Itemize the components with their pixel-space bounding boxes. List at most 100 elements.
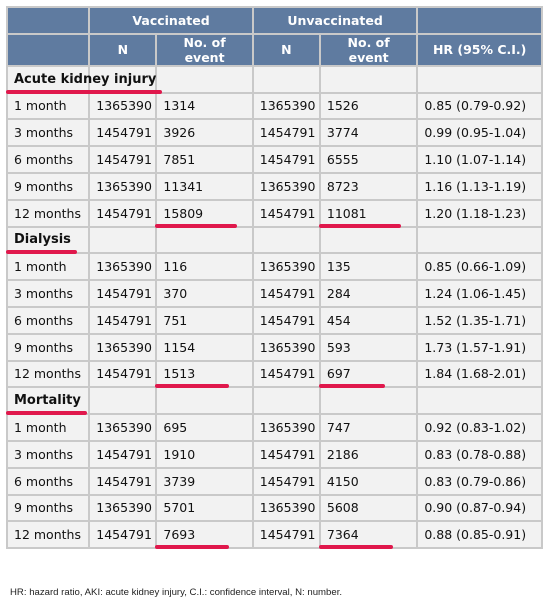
period-cell: 1 month <box>8 254 89 280</box>
hr-cell: 1.24 (1.06-1.45) <box>418 281 541 306</box>
period-cell: 9 months <box>8 334 89 360</box>
empty-cell <box>320 227 417 253</box>
header-row-groups: Vaccinated Unvaccinated <box>8 8 541 33</box>
empty-cell <box>418 388 541 414</box>
vaccinated-events-cell: 3926 <box>157 120 252 146</box>
vaccinated-events-cell: 370 <box>157 281 252 306</box>
header-row-columns: N No. of event N No. of event HR (95% C.… <box>8 34 541 65</box>
highlighted-value-text: 11081 <box>326 205 367 221</box>
table-row: 12 months 1454791 15809 1454791 11081 1.20 (1… <box>8 200 541 228</box>
vaccinated-events-cell: 116 <box>157 254 252 280</box>
highlight-underline <box>6 411 87 416</box>
highlighted-value: 1513 <box>155 366 230 389</box>
header-vaccinated: Vaccinated <box>90 8 252 33</box>
highlighted-value: 11081 <box>318 205 401 228</box>
period-cell: 6 months <box>8 147 89 172</box>
period-cell: 6 months <box>8 307 89 333</box>
hr-cell: 0.88 (0.85-0.91) <box>418 522 541 548</box>
empty-cell <box>418 66 541 92</box>
vaccinated-n-cell: 1454791 <box>90 120 156 146</box>
period-cell: 3 months <box>8 441 89 467</box>
unvaccinated-events-cell: 697 <box>318 361 417 389</box>
hr-cell: 1.52 (1.35-1.71) <box>418 307 541 333</box>
period-cell: 12 months <box>8 361 89 387</box>
vaccinated-events-cell: 7693 <box>155 522 252 550</box>
highlighted-value: 7364 <box>318 527 393 550</box>
header-hr: HR (95% C.I.) <box>418 34 541 65</box>
vaccinated-n-cell: 1454791 <box>90 361 156 387</box>
vaccinated-events-cell: 7851 <box>157 147 252 172</box>
empty-cell <box>253 388 319 414</box>
unvaccinated-n-cell: 1454791 <box>253 361 319 387</box>
table-row: 9 months 1365390 1154 1365390 593 1.73 (1.57-… <box>8 334 541 360</box>
table-row: 9 months 1365390 5701 1365390 5608 0.90 (0.87… <box>8 495 541 521</box>
hr-cell: 0.90 (0.87-0.94) <box>418 495 541 521</box>
table-row: 3 months 1454791 3926 1454791 3774 0.99 (0.95… <box>8 120 541 146</box>
period-cell: 6 months <box>8 468 89 494</box>
unvaccinated-events-cell: 593 <box>320 334 417 360</box>
vaccinated-n-cell: 1365390 <box>90 254 156 280</box>
unvaccinated-n-cell: 1454791 <box>253 120 319 146</box>
period-cell: 9 months <box>8 495 89 521</box>
table-row: 3 months 1454791 370 1454791 284 1.24 (1.06-1… <box>8 281 541 306</box>
section-title: Dialysis <box>6 232 77 255</box>
highlighted-value-text: 7693 <box>163 527 196 543</box>
unvaccinated-n-cell: 1365390 <box>253 254 319 280</box>
vaccinated-n-cell: 1454791 <box>90 468 156 494</box>
empty-cell <box>90 227 156 253</box>
empty-cell <box>90 388 156 414</box>
unvaccinated-events-cell: 1526 <box>320 93 417 119</box>
hr-cell: 0.85 (0.66-1.09) <box>418 254 541 280</box>
vaccinated-events-cell: 1910 <box>157 441 252 467</box>
highlight-underline <box>155 223 238 228</box>
section-title-text: Dialysis <box>14 232 71 248</box>
results-table: Vaccinated Unvaccinated N No. of event N… <box>6 6 543 550</box>
vaccinated-events-cell: 751 <box>157 307 252 333</box>
hr-cell: 0.85 (0.79-0.92) <box>418 93 541 119</box>
unvaccinated-n-cell: 1454791 <box>253 468 319 494</box>
vaccinated-events-cell: 1513 <box>155 361 252 389</box>
table-row: 6 months 1454791 3739 1454791 4150 0.83 (0.79… <box>8 468 541 494</box>
section-title-cell: Acute kidney injury <box>6 66 163 94</box>
unvaccinated-n-cell: 1454791 <box>253 441 319 467</box>
unvaccinated-n-cell: 1365390 <box>253 93 319 119</box>
highlight-underline <box>6 89 163 94</box>
empty-cell <box>157 66 252 92</box>
table-row: 9 months 1365390 11341 1365390 8723 1.16 (1.1… <box>8 173 541 199</box>
section-title-text: Mortality <box>14 393 81 409</box>
hr-cell: 0.83 (0.79-0.86) <box>418 468 541 494</box>
highlight-underline <box>155 545 230 550</box>
header-blank-hr <box>418 8 541 33</box>
section-row: Dialysis <box>6 227 541 255</box>
table-row: 1 month 1365390 695 1365390 747 0.92 (0.83-1.… <box>8 415 541 440</box>
table-row: 12 months 1454791 7693 1454791 7364 0.88 (0.8… <box>8 522 541 550</box>
vaccinated-events-cell: 5701 <box>157 495 252 521</box>
table-row: 6 months 1454791 7851 1454791 6555 1.10 (1.07… <box>8 147 541 172</box>
hr-cell: 1.16 (1.13-1.19) <box>418 173 541 199</box>
unvaccinated-events-cell: 11081 <box>318 200 417 228</box>
unvaccinated-n-cell: 1454791 <box>253 307 319 333</box>
header-unvacc-events: No. of event <box>320 34 417 65</box>
section-row: Acute kidney injury <box>6 66 541 94</box>
section-title-cell: Mortality <box>6 388 89 416</box>
vaccinated-events-cell: 1154 <box>157 334 252 360</box>
table-row: 1 month 1365390 1314 1365390 1526 0.85 (0.79-… <box>8 93 541 119</box>
header-unvacc-n: N <box>253 34 319 65</box>
unvaccinated-events-cell: 6555 <box>320 147 417 172</box>
unvaccinated-events-cell: 7364 <box>318 522 417 550</box>
vaccinated-events-cell: 11341 <box>157 173 252 199</box>
unvaccinated-events-cell: 8723 <box>320 173 417 199</box>
highlighted-value-text: 7364 <box>326 527 359 543</box>
unvaccinated-n-cell: 1365390 <box>253 334 319 360</box>
vaccinated-n-cell: 1454791 <box>90 147 156 172</box>
vaccinated-n-cell: 1454791 <box>90 522 156 548</box>
unvaccinated-n-cell: 1454791 <box>253 281 319 306</box>
vaccinated-events-cell: 1314 <box>157 93 252 119</box>
vaccinated-n-cell: 1365390 <box>90 173 156 199</box>
highlighted-value: 15809 <box>155 206 238 228</box>
unvaccinated-n-cell: 1454791 <box>253 522 319 548</box>
hr-cell: 0.99 (0.95-1.04) <box>418 120 541 146</box>
unvaccinated-n-cell: 1454791 <box>253 147 319 172</box>
period-cell: 1 month <box>8 93 89 119</box>
section-title: Mortality <box>6 393 87 416</box>
